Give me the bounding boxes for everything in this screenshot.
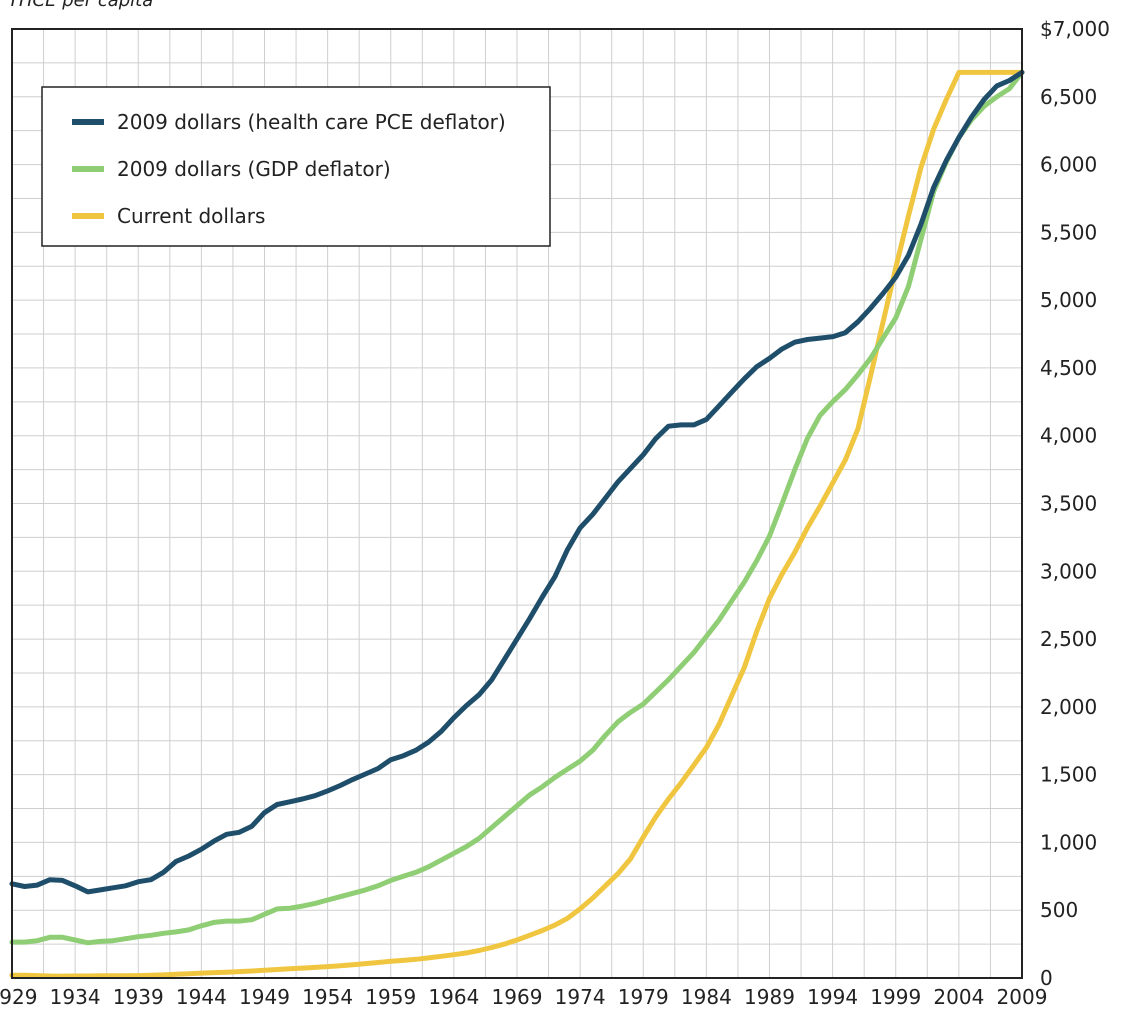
x-tick-label: 1974 bbox=[555, 985, 606, 1009]
y-tick-label: 1,000 bbox=[1040, 830, 1097, 854]
x-tick-label: 2004 bbox=[933, 985, 984, 1009]
legend-label: 2009 dollars (GDP deflator) bbox=[117, 157, 391, 181]
y-tick-label: 1,500 bbox=[1040, 763, 1097, 787]
y-tick-label: 2,500 bbox=[1040, 627, 1097, 651]
legend: 2009 dollars (health care PCE deflator) 2… bbox=[41, 86, 551, 247]
y-tick-label: 0 bbox=[1040, 966, 1053, 990]
x-tick-label: 1959 bbox=[365, 985, 416, 1009]
x-tick-label: 1999 bbox=[870, 985, 921, 1009]
legend-label: Current dollars bbox=[117, 204, 265, 228]
y-tick-label: 4,500 bbox=[1040, 356, 1097, 380]
x-tick-label: 1929 bbox=[0, 985, 37, 1009]
x-tick-label: 2009 bbox=[997, 985, 1048, 1009]
x-axis: 1929 1934 1939 1944 1949 1954 1959 1964 1969 1974… bbox=[0, 985, 1047, 1009]
y-tick-label: 5,000 bbox=[1040, 288, 1097, 312]
series-line-2 bbox=[9, 69, 1025, 979]
series-line-0 bbox=[9, 69, 1025, 895]
x-tick-label: 1939 bbox=[113, 985, 164, 1009]
y-tick-label: 2,000 bbox=[1040, 695, 1097, 719]
x-tick-label: 1954 bbox=[302, 985, 353, 1009]
y-tick-label: 5,500 bbox=[1040, 220, 1097, 244]
legend-label: 2009 dollars (health care PCE deflator) bbox=[117, 110, 506, 134]
series-line-1 bbox=[9, 69, 1025, 946]
y-axis-title: THCE per capita bbox=[8, 0, 153, 11]
series-group bbox=[9, 69, 1025, 979]
y-tick-label: 6,500 bbox=[1040, 85, 1097, 109]
y-tick-label: $7,000 bbox=[1040, 17, 1110, 41]
x-tick-label: 1994 bbox=[807, 985, 858, 1009]
x-tick-label: 1984 bbox=[681, 985, 732, 1009]
x-tick-label: 1979 bbox=[618, 985, 669, 1009]
y-tick-label: 3,000 bbox=[1040, 559, 1097, 583]
y-tick-label: 6,000 bbox=[1040, 153, 1097, 177]
y-tick-label: 500 bbox=[1040, 898, 1078, 922]
y-tick-label: 4,000 bbox=[1040, 424, 1097, 448]
x-tick-label: 1934 bbox=[50, 985, 101, 1009]
x-tick-label: 1944 bbox=[176, 985, 227, 1009]
y-axis: 0 500 1,000 1,500 2,000 2,500 3,000 3,500 4,000 4… bbox=[1040, 17, 1110, 990]
x-tick-label: 1964 bbox=[428, 985, 479, 1009]
plot-border bbox=[11, 28, 1023, 979]
y-tick-label: 3,500 bbox=[1040, 492, 1097, 516]
x-tick-label: 1969 bbox=[492, 985, 543, 1009]
legend-box bbox=[41, 86, 551, 247]
x-tick-label: 1949 bbox=[239, 985, 290, 1009]
x-tick-label: 1989 bbox=[744, 985, 795, 1009]
